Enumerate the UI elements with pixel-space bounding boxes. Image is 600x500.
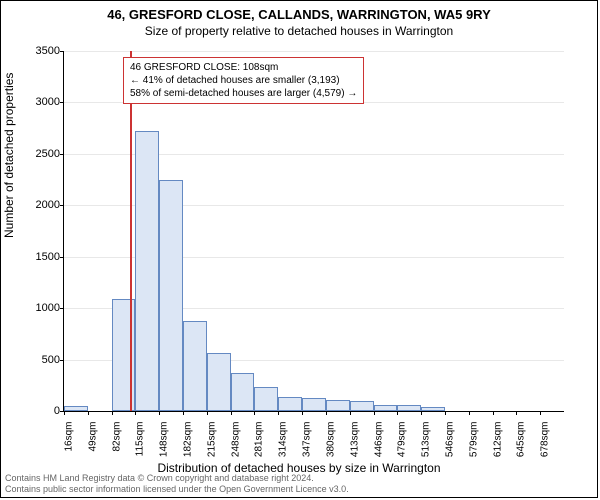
xtick-mark <box>421 411 422 415</box>
y-axis-label: Number of detached properties <box>2 73 16 238</box>
xtick-mark <box>64 411 65 415</box>
histogram-bar <box>278 397 302 411</box>
histogram-bar <box>397 405 421 411</box>
ytick-label: 2500 <box>20 148 60 160</box>
histogram-bar <box>326 400 350 411</box>
ytick-label: 3500 <box>20 45 60 57</box>
ytick-label: 3000 <box>20 96 60 108</box>
histogram-bar <box>135 131 159 411</box>
xtick-mark <box>112 411 113 415</box>
xtick-mark <box>254 411 255 415</box>
annotation-line2: ← 41% of detached houses are smaller (3,… <box>130 74 357 87</box>
annotation-box: 46 GRESFORD CLOSE: 108sqm ← 41% of detac… <box>123 57 364 104</box>
xtick-mark <box>350 411 351 415</box>
xtick-mark <box>231 411 232 415</box>
annotation-line1: 46 GRESFORD CLOSE: 108sqm <box>130 61 357 74</box>
ytick-mark <box>60 102 64 103</box>
histogram-bar <box>159 180 183 411</box>
reference-line <box>130 51 132 411</box>
xtick-mark <box>540 411 541 415</box>
ytick-label: 2000 <box>20 199 60 211</box>
chart-subtitle: Size of property relative to detached ho… <box>1 24 597 38</box>
histogram-bar <box>350 401 374 411</box>
xtick-mark <box>302 411 303 415</box>
xtick-mark <box>374 411 375 415</box>
ytick-mark <box>60 257 64 258</box>
ytick-mark <box>60 308 64 309</box>
histogram-bar <box>64 406 88 411</box>
ytick-label: 1500 <box>20 251 60 263</box>
xtick-mark <box>326 411 327 415</box>
xtick-mark <box>159 411 160 415</box>
plot-region: 050010001500200025003000350016sqm49sqm82… <box>63 51 564 412</box>
ytick-mark <box>60 51 64 52</box>
ytick-label: 1000 <box>20 302 60 314</box>
grid-line <box>64 51 564 52</box>
xtick-mark <box>493 411 494 415</box>
chart-container: 46, GRESFORD CLOSE, CALLANDS, WARRINGTON… <box>0 0 598 498</box>
histogram-bar <box>374 405 398 411</box>
xtick-mark <box>469 411 470 415</box>
histogram-bar <box>421 407 445 411</box>
histogram-bar <box>207 353 231 411</box>
xtick-mark <box>88 411 89 415</box>
chart-title: 46, GRESFORD CLOSE, CALLANDS, WARRINGTON… <box>1 7 597 22</box>
footer-attribution: Contains HM Land Registry data © Crown c… <box>5 473 349 495</box>
histogram-bar <box>231 373 255 411</box>
xtick-mark <box>135 411 136 415</box>
footer-line2: Contains public sector information licen… <box>5 484 349 495</box>
ytick-label: 500 <box>20 354 60 366</box>
xtick-mark <box>207 411 208 415</box>
ytick-mark <box>60 360 64 361</box>
xtick-mark <box>278 411 279 415</box>
ytick-label: 0 <box>20 405 60 417</box>
histogram-bar <box>254 387 278 411</box>
footer-line1: Contains HM Land Registry data © Crown c… <box>5 473 349 484</box>
ytick-mark <box>60 154 64 155</box>
histogram-bar <box>183 321 207 412</box>
xtick-mark <box>183 411 184 415</box>
xtick-mark <box>445 411 446 415</box>
annotation-line3: 58% of semi-detached houses are larger (… <box>130 87 357 100</box>
ytick-mark <box>60 205 64 206</box>
xtick-mark <box>397 411 398 415</box>
chart-area: 050010001500200025003000350016sqm49sqm82… <box>63 51 563 411</box>
xtick-mark <box>516 411 517 415</box>
histogram-bar <box>302 398 326 411</box>
